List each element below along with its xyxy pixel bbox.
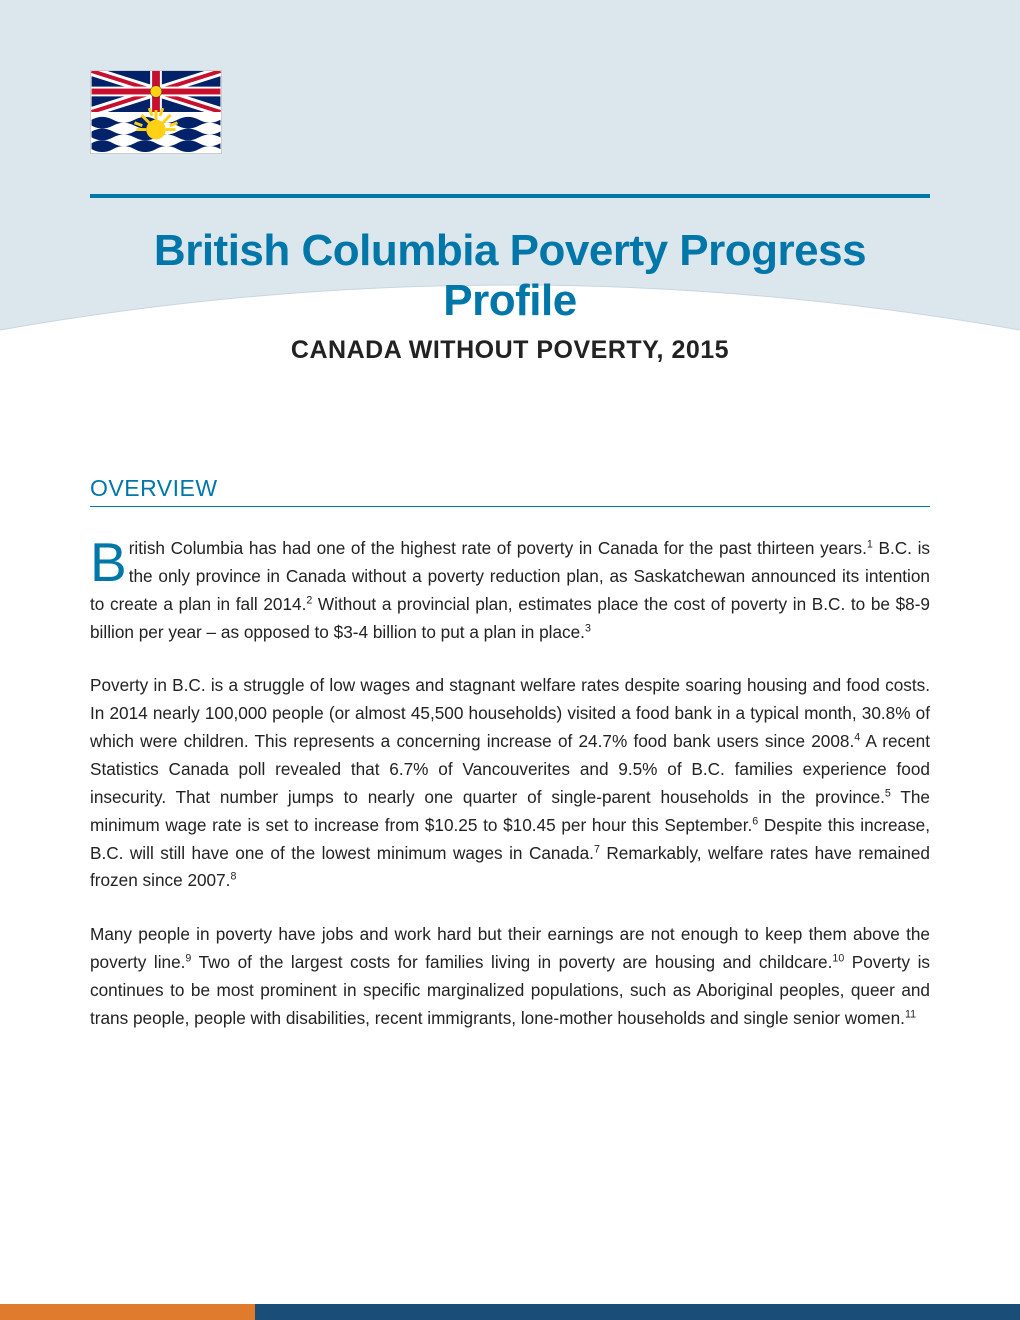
footer-accent-blue bbox=[255, 1304, 1020, 1320]
p3-text-b: Two of the largest costs for families li… bbox=[191, 952, 832, 972]
footnote-ref: 10 bbox=[832, 952, 844, 964]
footer-bar bbox=[0, 1304, 1020, 1320]
paragraph-3: Many people in poverty have jobs and wor… bbox=[90, 921, 930, 1032]
paragraph-1: British Columbia has had one of the high… bbox=[90, 535, 930, 646]
section-heading-overview: OVERVIEW bbox=[90, 475, 930, 507]
bc-flag-icon bbox=[90, 70, 222, 154]
dropcap: B bbox=[90, 535, 129, 586]
p2-text-a: Poverty in B.C. is a struggle of low wag… bbox=[90, 675, 930, 751]
footnote-ref: 3 bbox=[585, 622, 591, 634]
page-subtitle: CANADA WITHOUT POVERTY, 2015 bbox=[90, 336, 930, 365]
footnote-ref: 11 bbox=[905, 1008, 916, 1020]
body-text: British Columbia has had one of the high… bbox=[90, 535, 930, 1033]
p1-text-a: ritish Columbia has had one of the highe… bbox=[129, 538, 867, 558]
footnote-ref: 8 bbox=[230, 871, 236, 883]
page-content: British Columbia Poverty Progress Profil… bbox=[0, 0, 1020, 1033]
title-rule bbox=[90, 194, 930, 198]
paragraph-2: Poverty in B.C. is a struggle of low wag… bbox=[90, 672, 930, 895]
page-title: British Columbia Poverty Progress Profil… bbox=[90, 226, 930, 326]
footer-accent-orange bbox=[0, 1304, 255, 1320]
